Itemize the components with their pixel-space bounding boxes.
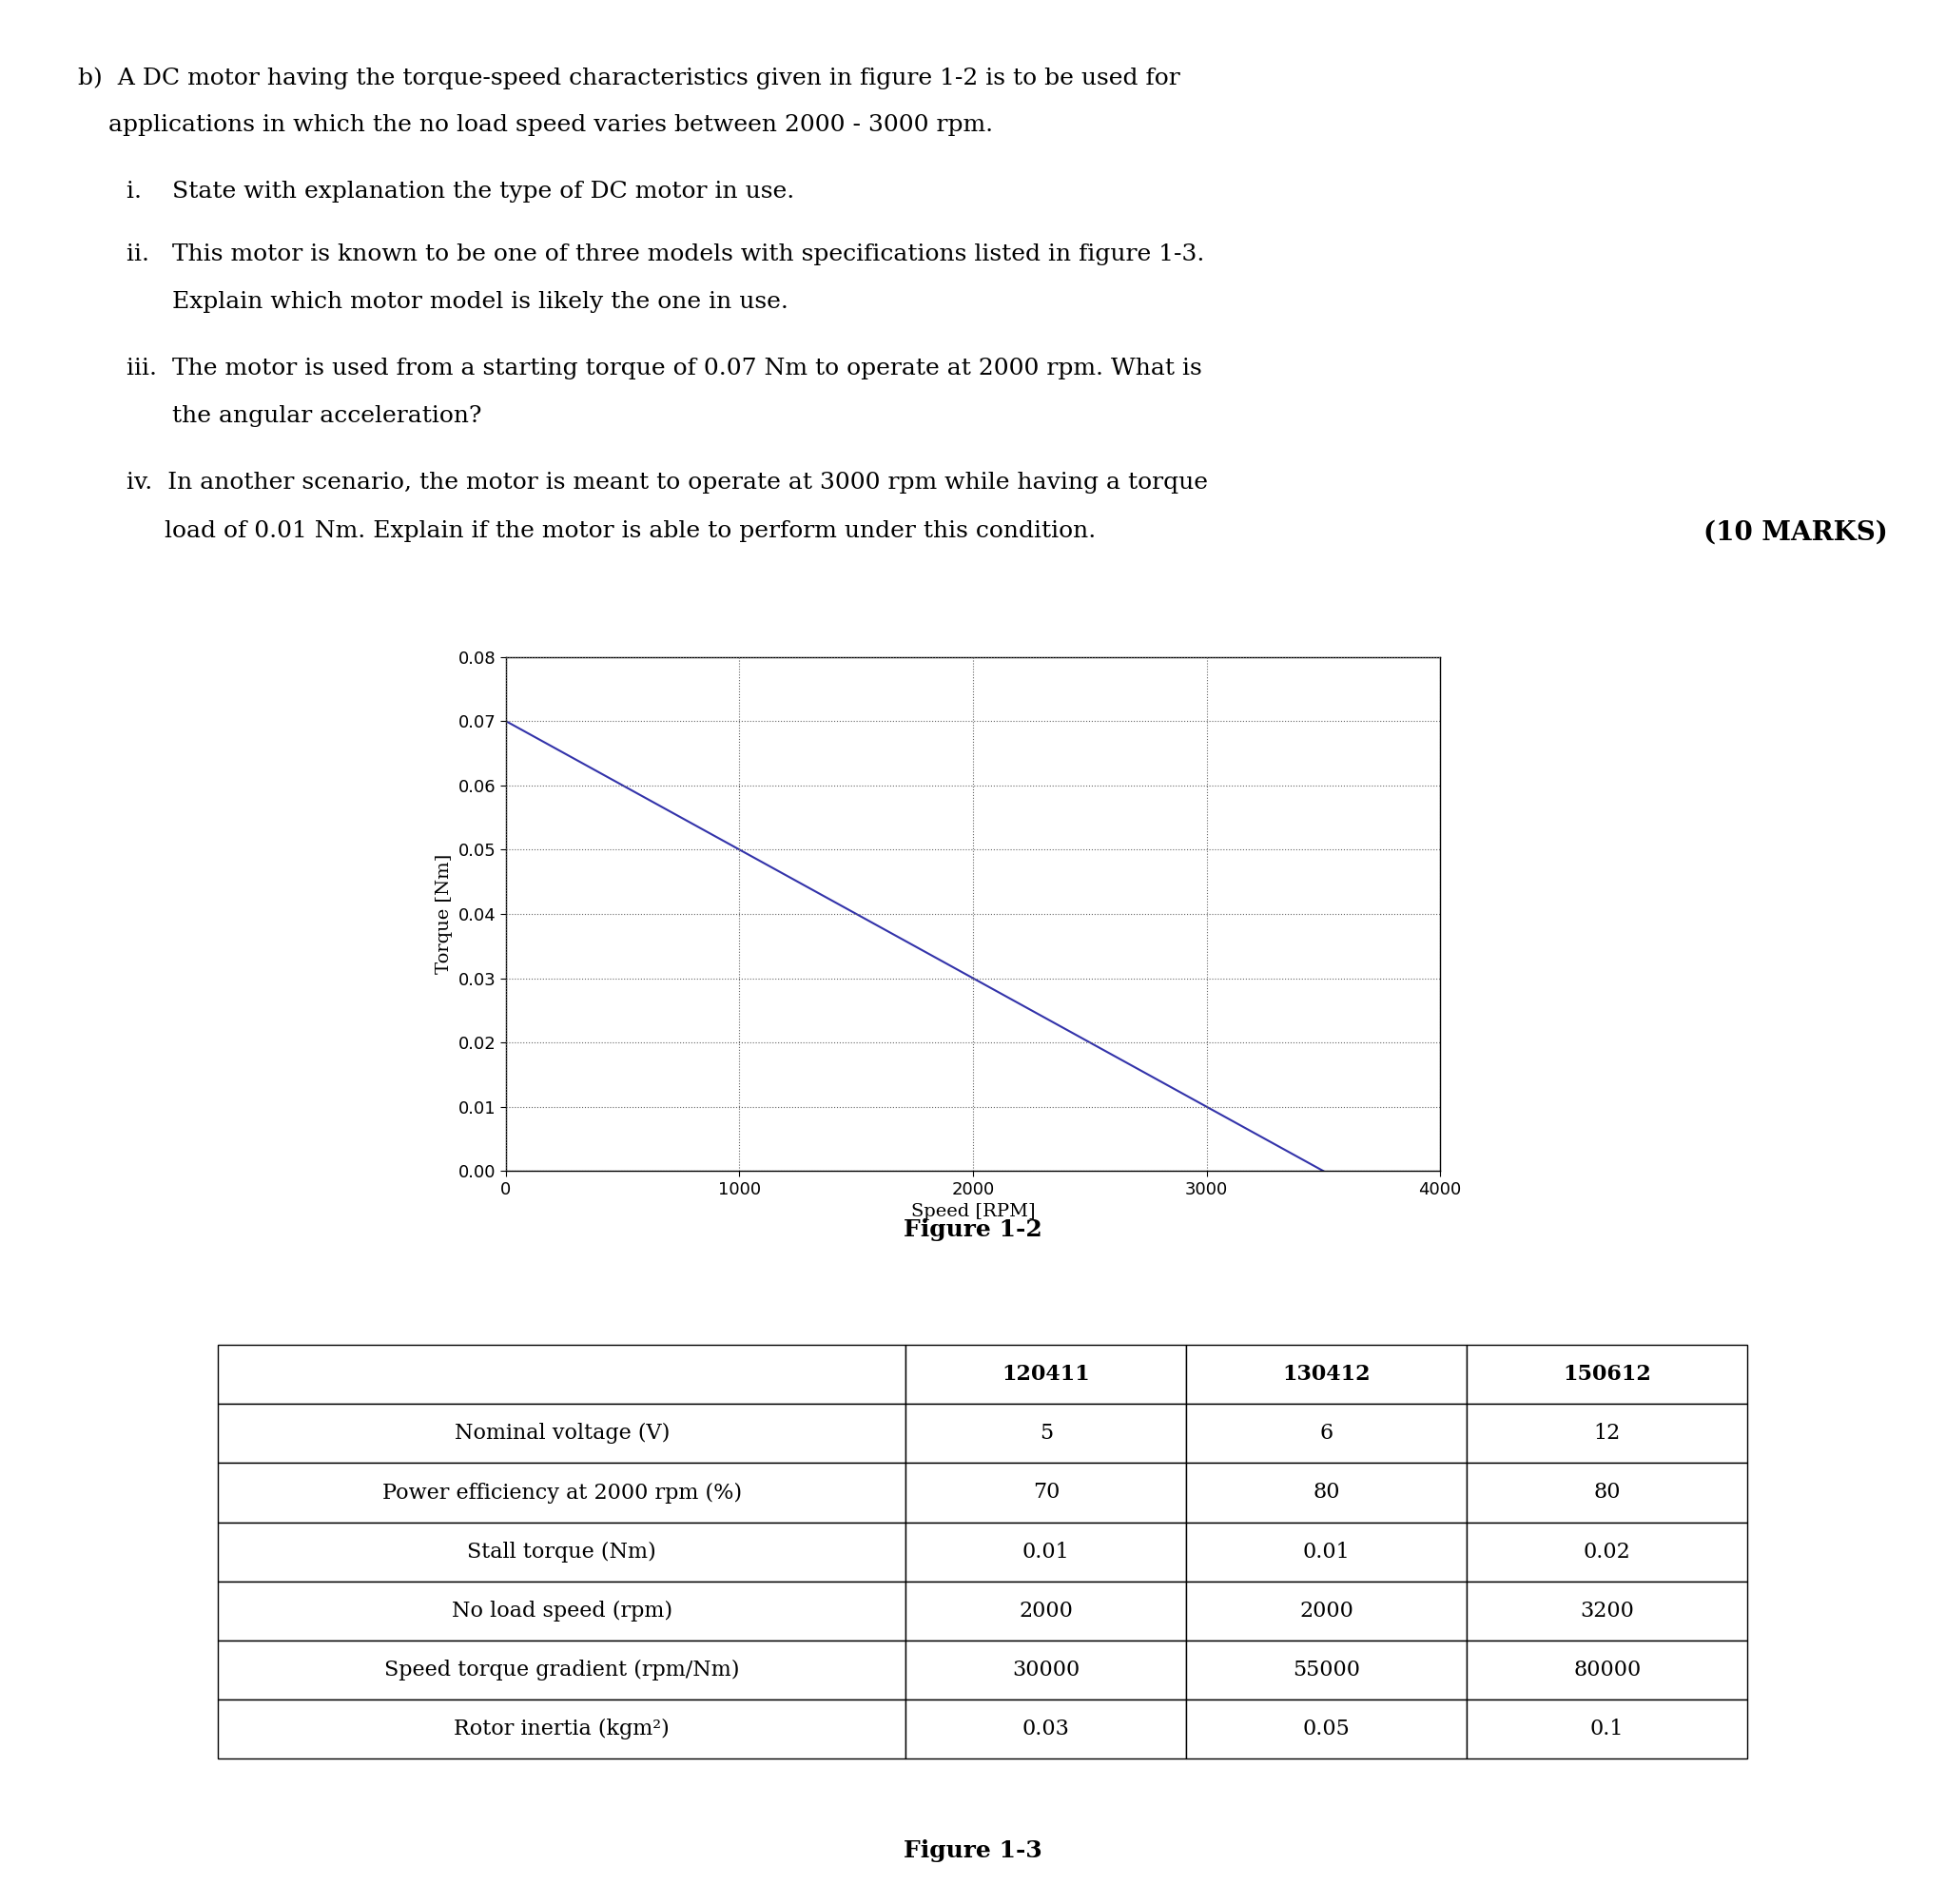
Text: ii.   This motor is known to be one of three models with specifications listed i: ii. This motor is known to be one of thr… xyxy=(126,244,1205,265)
Text: b)  A DC motor having the torque-speed characteristics given in figure 1-2 is to: b) A DC motor having the torque-speed ch… xyxy=(78,67,1179,89)
X-axis label: Speed [RPM]: Speed [RPM] xyxy=(911,1203,1035,1220)
Text: Figure 1-2: Figure 1-2 xyxy=(903,1219,1043,1241)
Y-axis label: Torque [Nm]: Torque [Nm] xyxy=(436,853,453,975)
Text: Explain which motor model is likely the one in use.: Explain which motor model is likely the … xyxy=(126,291,788,312)
Text: Figure 1-3: Figure 1-3 xyxy=(903,1839,1043,1862)
Text: (10 MARKS): (10 MARKS) xyxy=(1703,520,1888,545)
Text: the angular acceleration?: the angular acceleration? xyxy=(126,406,483,426)
Text: i.    State with explanation the type of DC motor in use.: i. State with explanation the type of DC… xyxy=(126,181,794,202)
Text: iii.  The motor is used from a starting torque of 0.07 Nm to operate at 2000 rpm: iii. The motor is used from a starting t… xyxy=(126,358,1203,379)
Text: applications in which the no load speed varies between 2000 - 3000 rpm.: applications in which the no load speed … xyxy=(78,114,992,135)
Text: iv.  In another scenario, the motor is meant to operate at 3000 rpm while having: iv. In another scenario, the motor is me… xyxy=(126,472,1208,493)
Text: load of 0.01 Nm. Explain if the motor is able to perform under this condition.: load of 0.01 Nm. Explain if the motor is… xyxy=(126,520,1096,541)
